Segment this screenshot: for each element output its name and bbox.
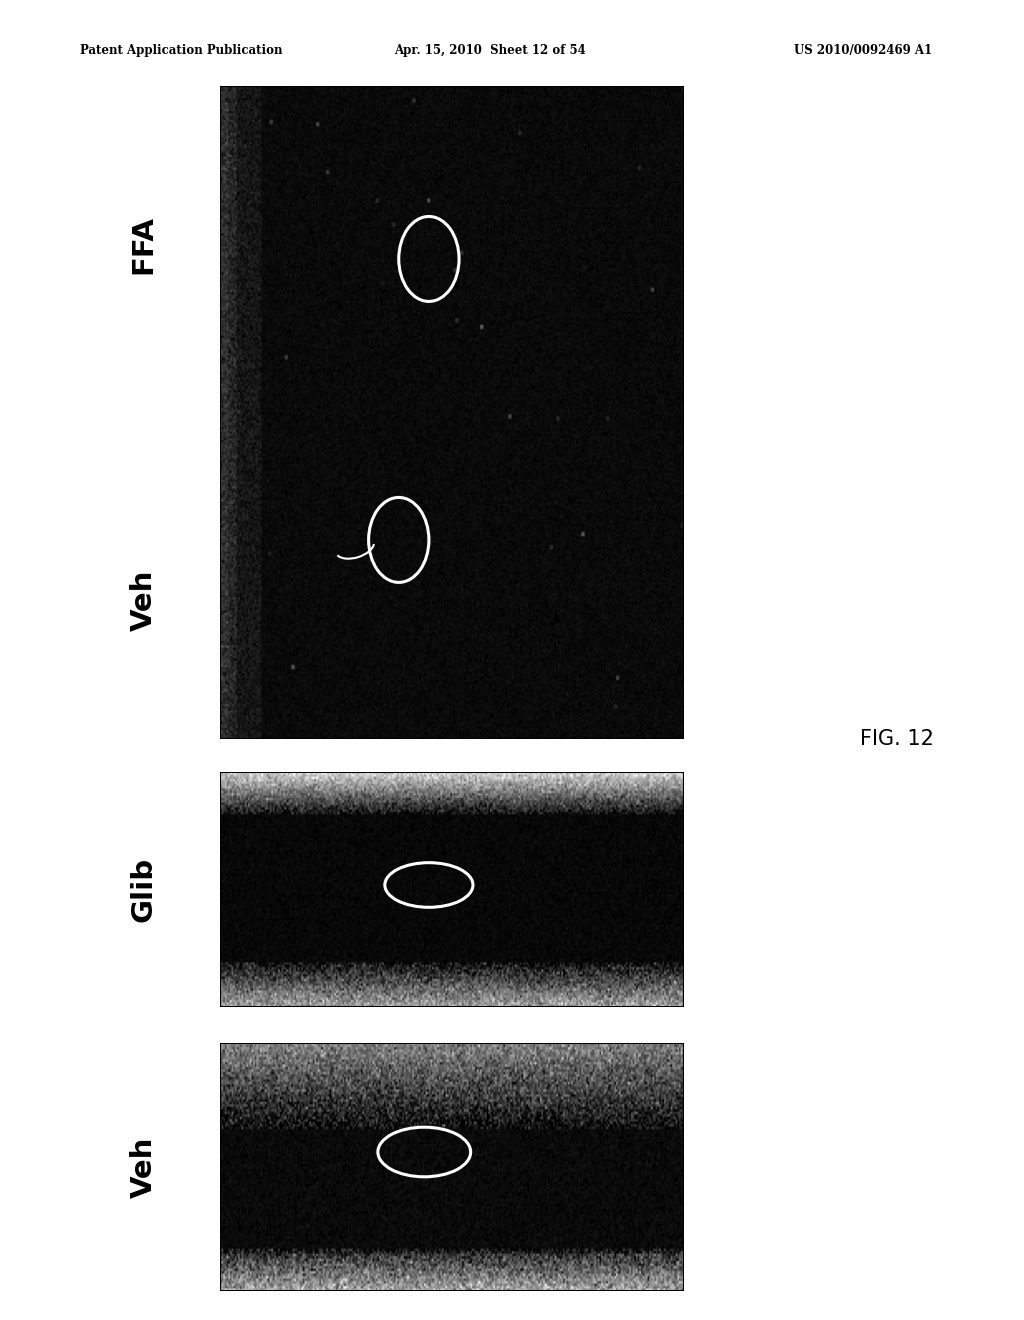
Text: Patent Application Publication: Patent Application Publication <box>80 44 283 57</box>
Text: Glib: Glib <box>129 857 158 923</box>
Text: US 2010/0092469 A1: US 2010/0092469 A1 <box>794 44 932 57</box>
Text: Veh: Veh <box>129 1137 158 1197</box>
Text: Veh: Veh <box>129 570 158 631</box>
Text: Apr. 15, 2010  Sheet 12 of 54: Apr. 15, 2010 Sheet 12 of 54 <box>394 44 586 57</box>
Text: FIG. 12: FIG. 12 <box>860 729 934 750</box>
Text: FFA: FFA <box>129 215 158 273</box>
